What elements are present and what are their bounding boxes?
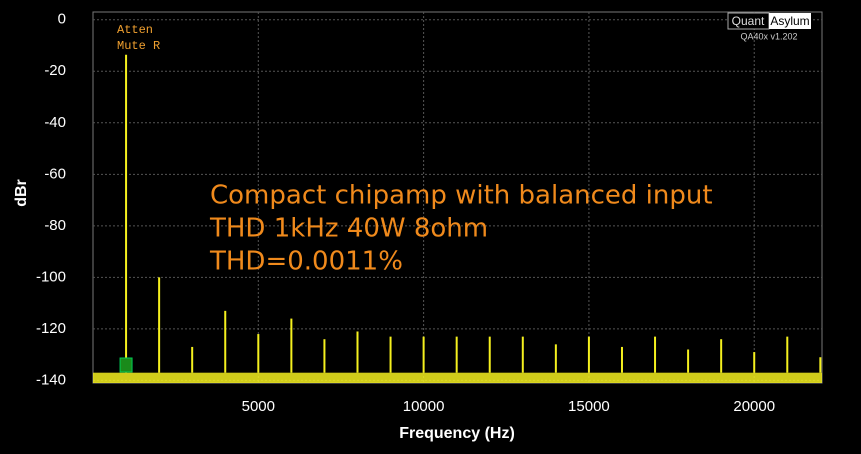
status-text: Atten [117, 23, 153, 37]
logo-text: Quant [732, 14, 765, 28]
y-tick-label: -140 [36, 371, 66, 388]
x-tick-label: 15000 [568, 398, 610, 415]
annotation: THD=0.0011% [209, 247, 403, 277]
logo-box [769, 13, 811, 29]
annotation: Compact chipamp with balanced input [210, 181, 713, 211]
y-tick-label: 0 [58, 11, 66, 28]
plot-area [92, 11, 823, 384]
x-axis-label: Frequency (Hz) [399, 425, 515, 442]
x-tick-label: 20000 [733, 398, 775, 415]
y-tick-label: -20 [44, 62, 66, 79]
y-axis-label: dBr [13, 179, 30, 207]
logo-text: Asylum [770, 14, 809, 28]
y-tick-label: -40 [44, 114, 66, 131]
y-tick-label: -120 [36, 320, 66, 337]
y-tick-label: -100 [36, 268, 66, 285]
y-tick-label: -80 [44, 217, 66, 234]
annotation: THD 1kHz 40W 8ohm [209, 214, 488, 244]
version: QA40x v1.202 [740, 31, 797, 41]
status-box [113, 22, 171, 54]
noise-floor [93, 372, 822, 383]
x-tick-label: 10000 [403, 398, 445, 415]
status-text: Mute R [117, 39, 160, 53]
fundamental-marker [119, 357, 133, 373]
y-tick-label: -60 [44, 165, 66, 182]
x-tick-label: 5000 [242, 398, 275, 415]
